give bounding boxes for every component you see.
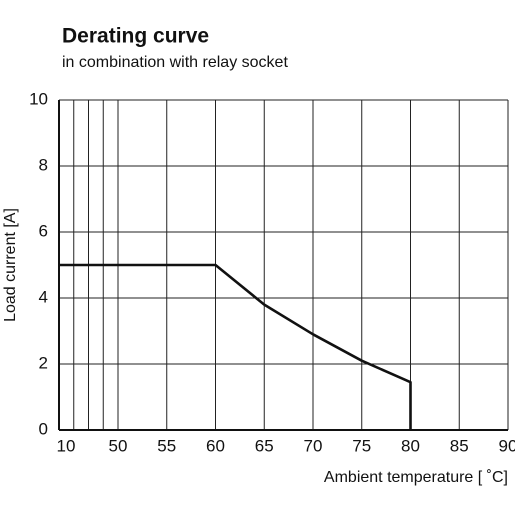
y-tick-label: 10 [29,89,48,108]
x-tick-label: 70 [304,436,323,455]
chart-subtitle: in combination with relay socket [62,54,288,71]
y-tick-label: 0 [39,419,48,438]
x-tick-label: 80 [401,436,420,455]
y-tick-label: 4 [39,287,48,306]
x-tick-label: 65 [255,436,274,455]
x-tick-label: 55 [157,436,176,455]
x-tick-label: 10 [57,436,76,455]
data-line [59,263,412,430]
x-tick-label: 85 [450,436,469,455]
x-tick-label: 60 [206,436,225,455]
x-axis-label: Ambient temperature [ ˚C] [324,469,508,486]
y-tick-label: 8 [39,155,48,174]
y-tick-label: 6 [39,221,48,240]
y-axis-label: Load current [A] [2,208,19,322]
chart-title: Derating curve [62,25,209,48]
y-tick-label: 2 [39,353,48,372]
x-tick-label: 75 [352,436,371,455]
x-tick-label: 90 [499,436,515,455]
x-tick-label: 50 [109,436,128,455]
